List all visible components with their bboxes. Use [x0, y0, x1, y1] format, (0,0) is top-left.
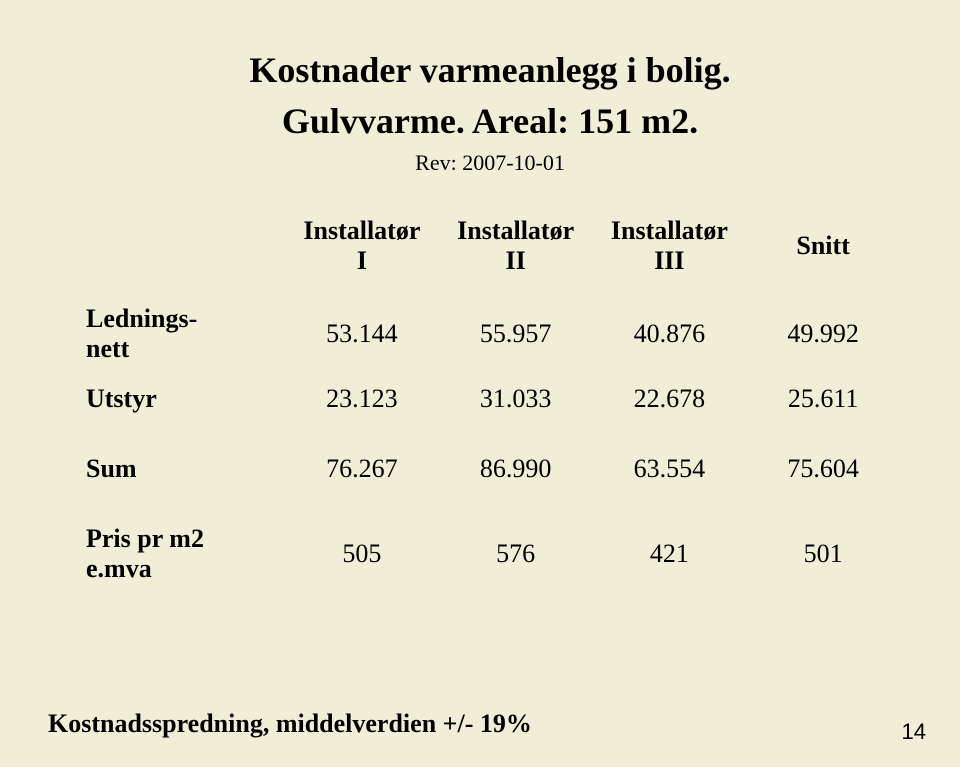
header-blank [80, 210, 285, 294]
header-installer-2: Installatør II [439, 210, 593, 294]
revision-date: Rev: 2007-10-01 [80, 150, 900, 176]
cell-value: 53.144 [285, 294, 439, 374]
footnote: Kostnadsspredning, middelverdien +/- 19% [48, 709, 532, 739]
row-label-sum: Sum [80, 444, 285, 494]
cell-value: 505 [285, 514, 439, 594]
slide-title-line1: Kostnader varmeanlegg i bolig. [80, 48, 900, 93]
table-row: Utstyr 23.123 31.033 22.678 25.611 [80, 374, 900, 424]
cell-value: 421 [593, 514, 747, 594]
cell-value: 22.678 [593, 374, 747, 424]
cell-value: 76.267 [285, 444, 439, 494]
table-row: Pris pr m2 e.mva 505 576 421 501 [80, 514, 900, 594]
cell-value: 49.992 [746, 294, 900, 374]
header-installer-1: Installatør I [285, 210, 439, 294]
cell-value: 31.033 [439, 374, 593, 424]
table-header-row: Installatør I Installatør II Installatør… [80, 210, 900, 294]
cell-value: 55.957 [439, 294, 593, 374]
table-spacer [80, 494, 900, 514]
cell-value: 86.990 [439, 444, 593, 494]
cost-table: Installatør I Installatør II Installatør… [80, 210, 900, 594]
slide-title-line2: Gulvvarme. Areal: 151 m2. [80, 99, 900, 144]
row-label-pris: Pris pr m2 e.mva [80, 514, 285, 594]
cell-value: 25.611 [746, 374, 900, 424]
table-row: Sum 76.267 86.990 63.554 75.604 [80, 444, 900, 494]
table-row: Lednings- nett 53.144 55.957 40.876 49.9… [80, 294, 900, 374]
table-spacer [80, 424, 900, 444]
page-number: 14 [902, 719, 926, 745]
row-label-ledningsnett: Lednings- nett [80, 294, 285, 374]
cell-value: 63.554 [593, 444, 747, 494]
row-label-utstyr: Utstyr [80, 374, 285, 424]
cell-value: 75.604 [746, 444, 900, 494]
cell-value: 501 [746, 514, 900, 594]
cell-value: 40.876 [593, 294, 747, 374]
cell-value: 576 [439, 514, 593, 594]
header-average: Snitt [746, 210, 900, 294]
header-installer-3: Installatør III [593, 210, 747, 294]
cell-value: 23.123 [285, 374, 439, 424]
